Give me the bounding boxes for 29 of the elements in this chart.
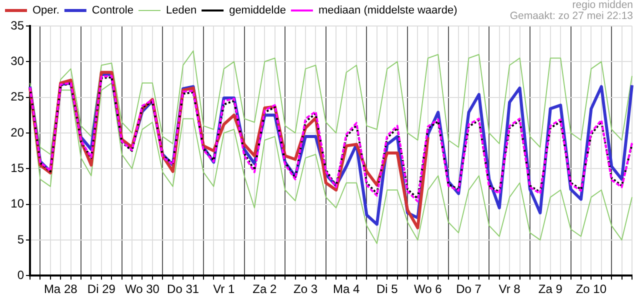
legend-label: Controle [92, 4, 134, 17]
legend-label: gemiddelde [229, 4, 286, 17]
x-tick-label: Vr 1 [213, 282, 235, 296]
x-tick-label: Di 29 [87, 282, 116, 296]
x-tick-label: Za 9 [538, 282, 563, 296]
x-tick-label: Zo 3 [293, 282, 318, 296]
x-tick-label: Di 5 [376, 282, 398, 296]
text: Gemaakt: zo 27 mei 22:13 [510, 10, 633, 22]
x-tick-label: Vr 8 [498, 282, 521, 296]
y-tick-label: 25 [10, 90, 24, 104]
y-tick-label: 35 [10, 18, 24, 32]
y-tick-label: 5 [17, 232, 24, 246]
x-tick-label: Ma 4 [332, 282, 360, 296]
y-tick-label: 20 [10, 125, 24, 140]
legend-label: Leden [166, 4, 197, 17]
x-tick-label: Za 2 [252, 282, 278, 296]
y-tick-label: 10 [10, 196, 24, 211]
x-tick-label: Wo 30 [125, 282, 160, 296]
x-tick-label: Zo 10 [576, 282, 607, 296]
x-tick-label: Do 31 [167, 282, 200, 296]
y-tick-label: 15 [10, 160, 24, 175]
x-tick-label: Wo 6 [414, 282, 442, 296]
y-tick-label: 30 [10, 54, 24, 68]
legend-label: mediaan (middelste waarde) [318, 4, 458, 17]
x-tick-label: Do 7 [456, 282, 482, 296]
y-tick-label: 0 [17, 268, 24, 282]
x-tick-label: Ma 28 [44, 282, 78, 296]
text: regio midden [571, 0, 633, 11]
legend-label: Oper. [32, 4, 60, 17]
